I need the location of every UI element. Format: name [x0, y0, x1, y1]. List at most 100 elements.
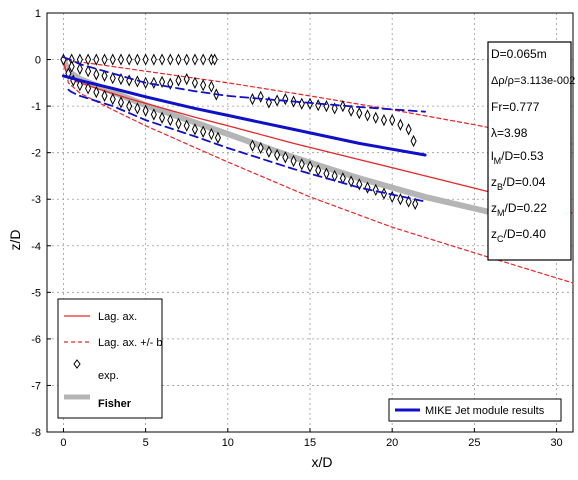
exp-point	[389, 113, 396, 127]
exp-point	[257, 141, 264, 155]
exp-point	[183, 53, 190, 66]
exp-point	[134, 53, 141, 66]
legend-lag-label: Lag. ax.	[98, 311, 137, 323]
x-tick-label: 15	[304, 437, 316, 449]
x-axis-label: x/D	[312, 454, 333, 470]
param-zc: zC/D=0.40	[491, 227, 546, 244]
exp-point	[191, 76, 198, 89]
legend-lag-band-label: Lag. ax. +/- b	[98, 337, 163, 349]
parameter-box: D=0.065m Δρ/ρ=3.113e-002 Fr=0.777 λ=3.98…	[487, 41, 575, 261]
x-tick-label: 5	[143, 437, 149, 449]
x-tick-label: 25	[468, 437, 480, 449]
exp-point	[150, 108, 157, 121]
param-zm-rest: /D=0.22	[505, 201, 548, 215]
exp-point	[372, 111, 379, 124]
y-tick-label: 1	[35, 8, 41, 20]
exp-point	[126, 53, 133, 66]
exp-point	[85, 82, 92, 95]
exp-point	[167, 53, 174, 66]
param-zm-main: z	[491, 201, 497, 215]
series-mike-jet-module-results	[61, 74, 427, 157]
x-tick-label: 10	[222, 437, 234, 449]
y-tick-label: -3	[31, 194, 41, 206]
exp-point	[348, 175, 355, 188]
exp-point	[109, 53, 116, 66]
exp-point	[76, 79, 83, 92]
exp-point	[214, 131, 222, 144]
exp-point	[126, 99, 133, 113]
exp-point	[282, 93, 289, 106]
exp-point	[134, 75, 141, 88]
exp-point	[364, 109, 371, 122]
exp-point	[93, 53, 100, 66]
exp-point	[142, 104, 149, 117]
exp-point	[200, 53, 207, 66]
exp-point	[101, 53, 108, 66]
exp-point	[211, 53, 218, 66]
exp-point	[191, 53, 198, 66]
param-lm-sub: M	[494, 156, 502, 166]
exp-point	[298, 97, 305, 110]
exp-point	[150, 76, 157, 89]
exp-point	[175, 117, 182, 130]
exp-point	[397, 118, 404, 131]
param-lm: lM/D=0.53	[491, 149, 544, 166]
exp-point	[150, 53, 157, 66]
exp-point	[412, 197, 419, 210]
y-tick-label: -2	[31, 148, 41, 160]
exp-point	[175, 53, 182, 66]
y-axis-ticks: 1 0 -1 -2 -3 -4 -5 -6 -7 -8	[31, 8, 51, 439]
legend-mike-label: MIKE Jet module results	[425, 405, 545, 417]
exp-point	[167, 77, 174, 90]
exp-point	[356, 106, 363, 120]
exp-point	[93, 68, 100, 81]
exp-point	[159, 53, 166, 66]
exp-point	[85, 65, 92, 78]
legend-exp-swatch	[73, 359, 81, 369]
exp-point	[167, 113, 174, 127]
exp-point	[265, 145, 272, 158]
exp-point	[249, 93, 256, 106]
param-lm-main: l	[491, 149, 494, 163]
series-lag-ax-b-lower	[62, 58, 574, 284]
series-mike-band-upper	[62, 56, 427, 113]
legend-exp-label: exp.	[98, 370, 119, 382]
legend-right: MIKE Jet module results	[388, 398, 562, 422]
exp-point	[85, 53, 92, 66]
exp-point	[142, 53, 149, 66]
exp-point	[249, 139, 256, 152]
exp-point	[134, 102, 141, 115]
exp-point	[117, 53, 125, 66]
exp-point	[405, 123, 412, 136]
param-froude: Fr=0.777	[491, 100, 540, 114]
exp-point	[109, 72, 116, 85]
exp-point	[101, 89, 108, 102]
exp-point	[372, 183, 379, 197]
exp-point	[315, 99, 322, 112]
param-zc-sub: C	[497, 234, 504, 244]
param-density: Δρ/ρ=3.113e-002	[491, 75, 575, 87]
exp-point	[282, 151, 289, 164]
exp-point	[410, 134, 417, 148]
exp-point	[323, 99, 330, 113]
exp-point	[208, 127, 215, 141]
exp-point	[191, 123, 198, 136]
series-mike-band-lower	[67, 88, 427, 203]
legend-fisher-label: Fisher	[98, 398, 132, 410]
exp-point	[183, 119, 190, 132]
exp-point	[93, 86, 100, 99]
y-tick-label: -5	[31, 287, 41, 299]
y-axis-label: z/D	[7, 230, 23, 251]
y-tick-label: -8	[31, 427, 41, 439]
param-zb-sub: B	[497, 182, 503, 192]
exp-point	[274, 148, 281, 162]
x-axis-ticks: 0 5 10 15 20 25 30	[60, 428, 563, 449]
exp-point	[397, 193, 404, 206]
y-tick-label: -7	[31, 380, 41, 392]
exp-point	[183, 72, 190, 86]
param-lambda: λ=3.98	[491, 126, 528, 140]
exp-point	[68, 60, 75, 73]
param-diameter: D=0.065m	[491, 47, 547, 61]
legend-right-frame	[388, 398, 562, 422]
